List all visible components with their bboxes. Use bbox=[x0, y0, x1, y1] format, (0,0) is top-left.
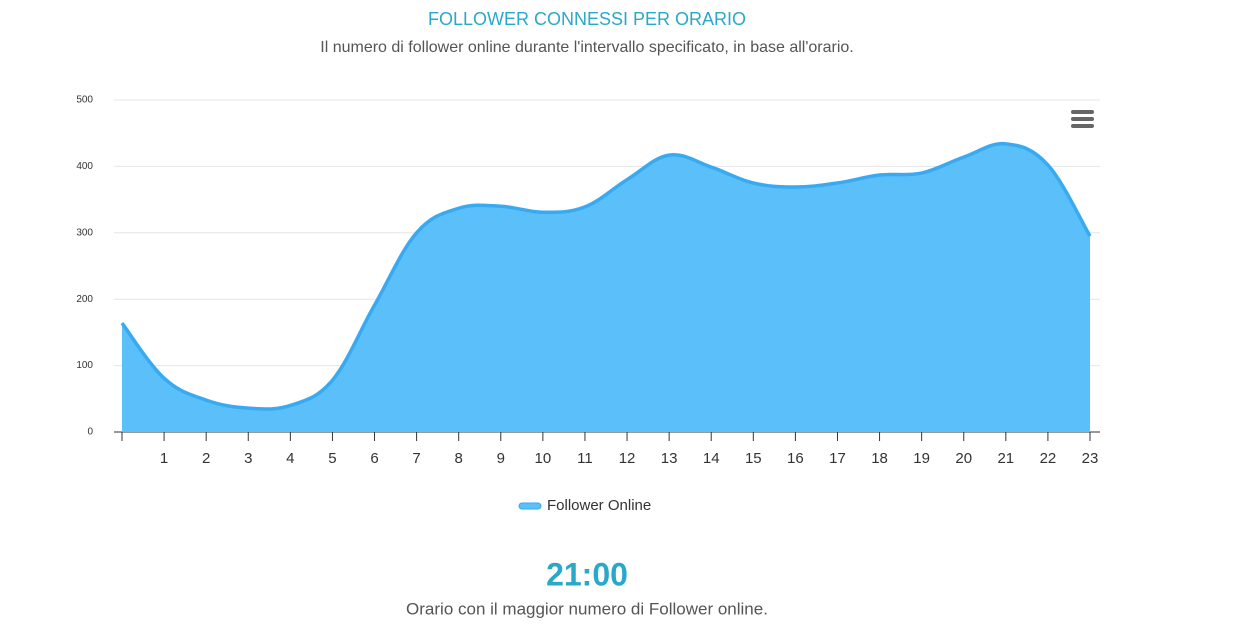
area-line bbox=[120, 142, 1092, 411]
x-tick-label: 13 bbox=[661, 450, 678, 467]
x-tick-label: 21 bbox=[997, 450, 1014, 467]
x-tick-label: 5 bbox=[328, 450, 336, 467]
x-tick-label: 20 bbox=[955, 450, 972, 467]
x-tick-label: 12 bbox=[619, 450, 636, 467]
chart-title: FOLLOWER CONNESSI PER ORARIO bbox=[428, 9, 746, 29]
y-tick-label: 400 bbox=[76, 161, 93, 172]
x-tick-label: 14 bbox=[703, 450, 720, 467]
legend-swatch bbox=[518, 502, 542, 510]
x-tick-label: 11 bbox=[577, 450, 593, 467]
y-tick-label: 100 bbox=[76, 360, 93, 371]
x-tick-label: 17 bbox=[829, 450, 846, 467]
area-fill bbox=[122, 143, 1090, 433]
x-tick-label: 18 bbox=[871, 450, 888, 467]
x-tick-label: 9 bbox=[497, 450, 505, 467]
x-tick-label: 8 bbox=[455, 450, 463, 467]
x-tick-label: 7 bbox=[412, 450, 420, 467]
highlight-value: 21:00 bbox=[546, 556, 628, 592]
x-tick-label: 23 bbox=[1082, 450, 1099, 467]
y-tick-label: 0 bbox=[87, 427, 93, 438]
x-tick-label: 3 bbox=[244, 450, 252, 467]
y-tick-label: 500 bbox=[76, 95, 93, 106]
x-tick-label: 19 bbox=[913, 450, 930, 467]
x-tick-label: 10 bbox=[535, 450, 552, 467]
x-tick-label: 15 bbox=[745, 450, 762, 467]
y-tick-label: 300 bbox=[76, 227, 93, 238]
x-tick-label: 2 bbox=[202, 450, 210, 467]
x-tick-label: 4 bbox=[286, 450, 294, 467]
x-tick-label: 22 bbox=[1040, 450, 1057, 467]
highlight-caption: Orario con il maggior numero di Follower… bbox=[406, 599, 768, 618]
y-tick-label: 200 bbox=[76, 294, 93, 305]
x-tick-label: 6 bbox=[370, 450, 378, 467]
menu-icon[interactable] bbox=[1071, 110, 1094, 128]
x-tick-label: 16 bbox=[787, 450, 804, 467]
x-tick-label: 1 bbox=[160, 450, 168, 467]
chart-subtitle: Il numero di follower online durante l'i… bbox=[320, 39, 854, 56]
legend-label: Follower Online bbox=[547, 497, 651, 514]
